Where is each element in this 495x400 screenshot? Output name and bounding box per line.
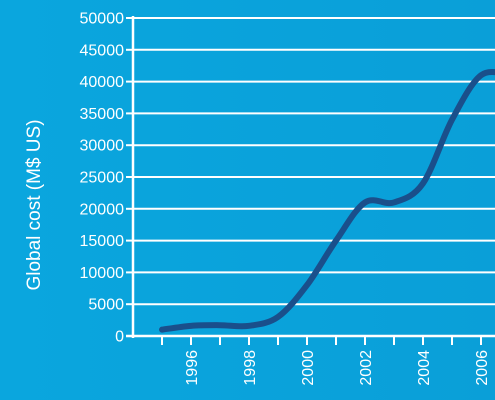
x-tick-label: 2006 <box>474 350 491 386</box>
y-tick-label: 30000 <box>80 138 125 155</box>
y-tick-label: 35000 <box>80 106 125 123</box>
x-tick-label: 1996 <box>184 350 201 386</box>
y-axis-ticks: 0 5000 10000 15000 20000 25000 30000 35000 40000… <box>80 11 133 346</box>
y-tick-label: 15000 <box>80 233 125 250</box>
y-tick-label: 20000 <box>80 201 125 218</box>
x-tick-label: 2000 <box>300 350 317 386</box>
x-tick-label: 2002 <box>358 350 375 386</box>
y-tick-label: 45000 <box>80 42 125 59</box>
y-tick-label: 10000 <box>80 265 125 282</box>
x-axis-ticks: 1996 1998 2000 2002 2004 2006 <box>161 336 491 386</box>
series-line <box>159 68 495 333</box>
grid-lines <box>133 17 495 306</box>
y-tick-label: 25000 <box>80 170 125 187</box>
x-tick-label: 1998 <box>242 350 259 386</box>
y-tick-label: 5000 <box>88 297 124 314</box>
y-tick-label: 50000 <box>80 11 125 28</box>
x-tick-label: 2004 <box>416 350 433 386</box>
y-tick-label: 40000 <box>80 74 125 91</box>
y-axis-title: Global cost (M$ US) <box>24 119 45 290</box>
y-tick-label: 0 <box>115 329 124 346</box>
